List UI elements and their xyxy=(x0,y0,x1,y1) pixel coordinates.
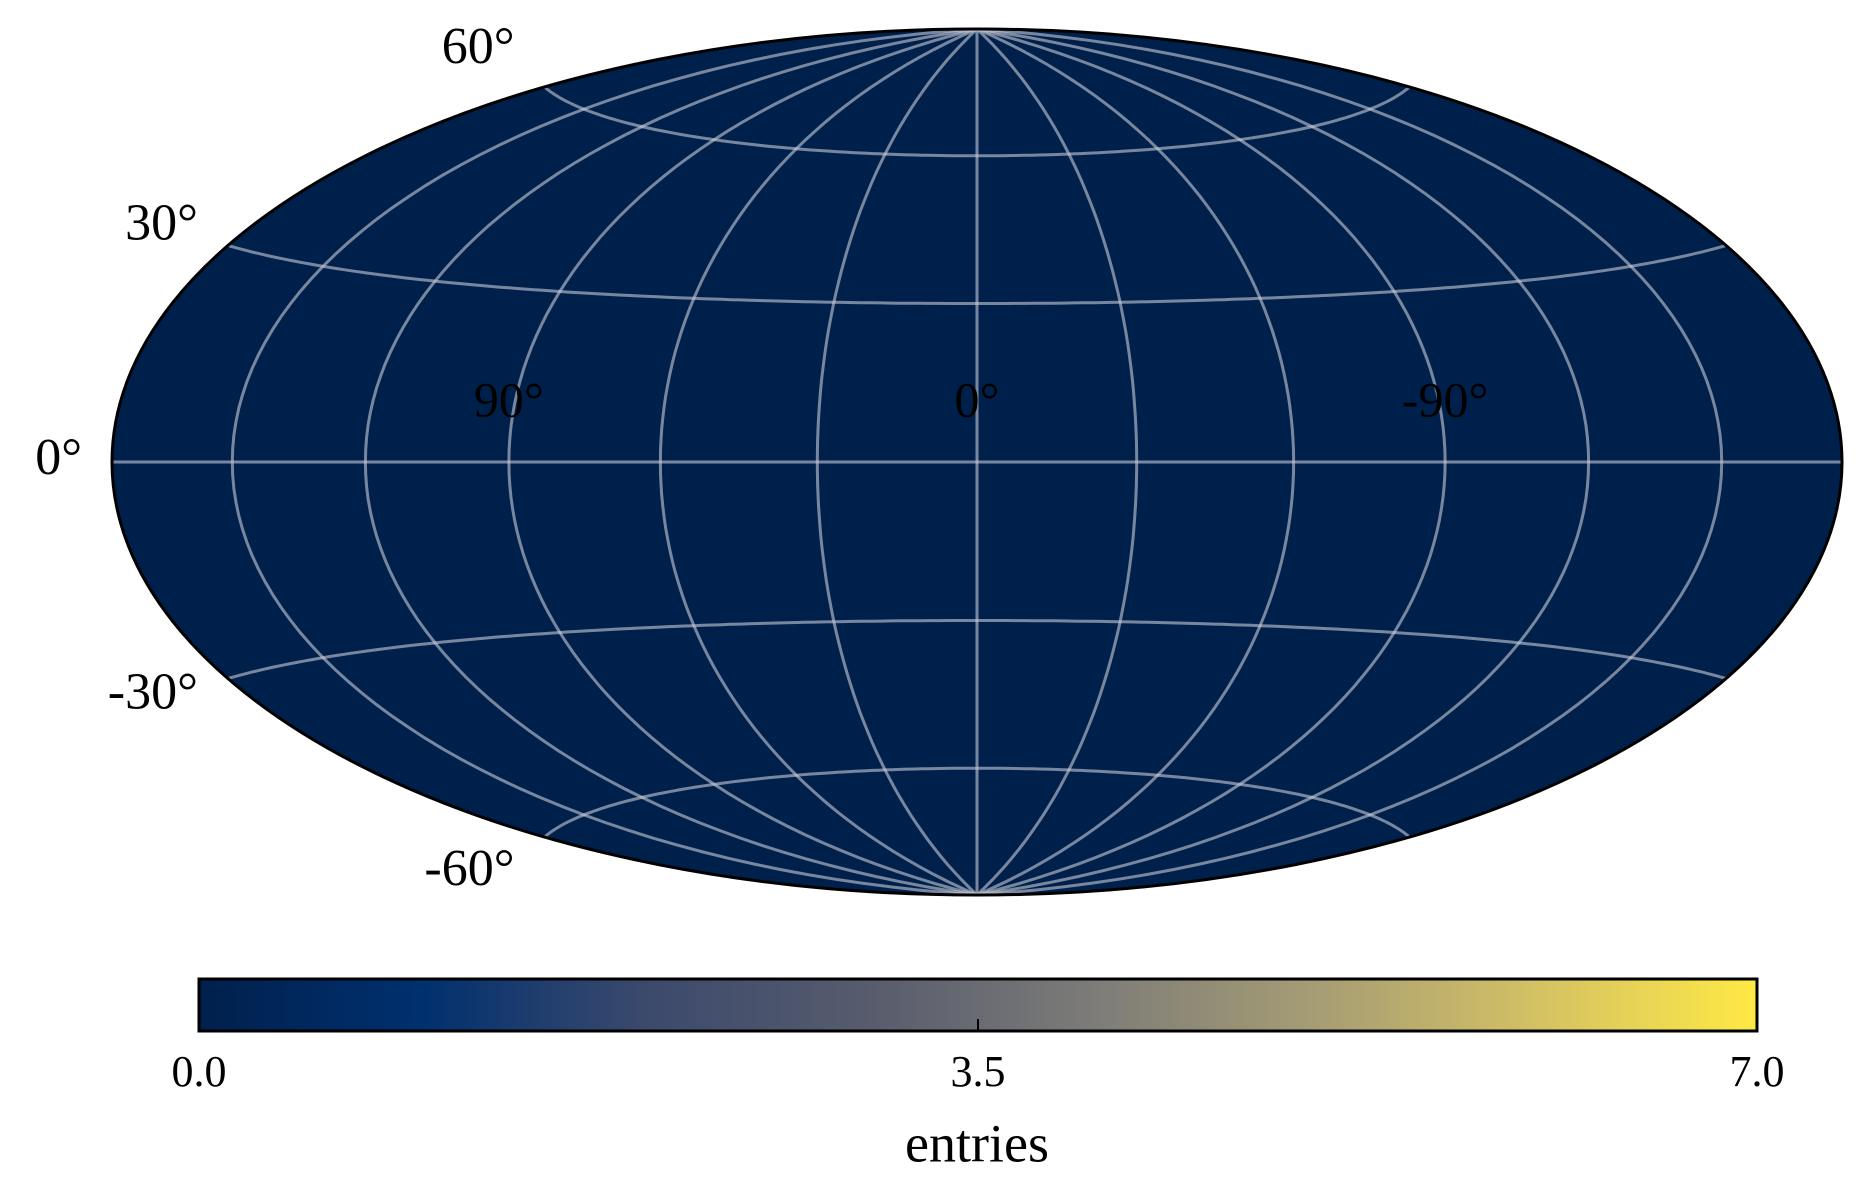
grid-line xyxy=(976,29,1447,895)
grid-line xyxy=(363,29,978,895)
colorbar-label: entries xyxy=(905,1113,1049,1173)
y-tick-label: -30° xyxy=(108,663,198,720)
y-tick-label: -60° xyxy=(424,840,514,897)
grid-line xyxy=(815,29,979,895)
graticule xyxy=(112,29,1842,895)
grid-line xyxy=(230,29,978,895)
y-tick-label: 0° xyxy=(35,429,82,486)
x-tick-label: 0° xyxy=(955,371,1000,427)
colorbar-tick-label: 7.0 xyxy=(1730,1047,1785,1096)
y-tick-label: 60° xyxy=(442,18,515,75)
grid-line xyxy=(975,29,1139,895)
colorbar-tick-label: 3.5 xyxy=(951,1047,1006,1096)
x-tick-label: 90° xyxy=(474,371,544,427)
map-outline xyxy=(110,27,1844,897)
grid-line xyxy=(976,29,1591,895)
colorbar-tick-label: 0.0 xyxy=(172,1047,227,1096)
grid-line xyxy=(507,29,978,895)
grid-line xyxy=(976,29,1296,895)
y-tick-label: 30° xyxy=(125,194,198,251)
grid-line xyxy=(976,29,1724,895)
grid-line xyxy=(658,29,978,895)
x-tick-label: -90° xyxy=(1402,371,1489,427)
